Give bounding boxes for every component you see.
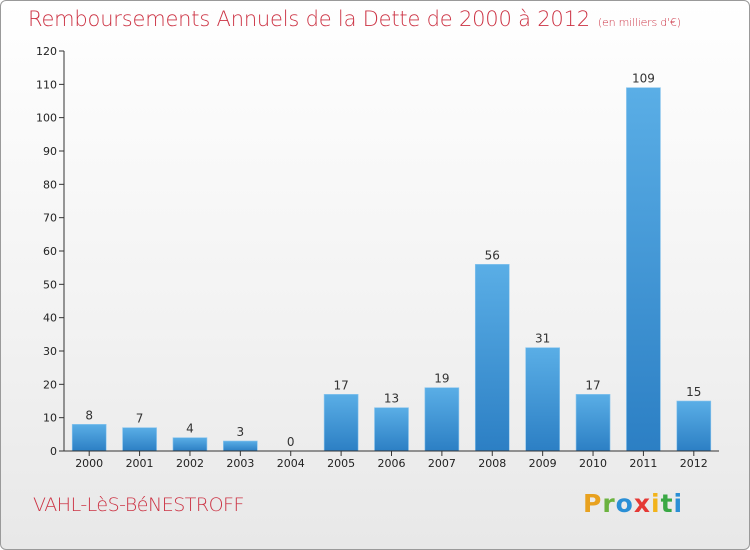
x-tick-label: 2009 [529,457,557,470]
chart-title: Remboursements Annuels de la Dette de 20… [28,7,681,31]
y-tick-label: 20 [43,378,57,391]
x-tick-label: 2011 [629,457,657,470]
value-label-2012: 15 [686,385,701,399]
bar-2006 [374,407,409,452]
value-label-2009: 31 [535,332,550,346]
value-label-2004: 0 [287,435,295,449]
logo-letter: t [660,489,674,518]
x-tick-label: 2008 [478,457,506,470]
x-tick-label: 2001 [126,457,154,470]
logo-letter: x [633,489,651,518]
value-label-2008: 56 [485,248,500,262]
bar-2005 [323,394,359,452]
bar-2008 [474,264,510,452]
value-label-2010: 17 [585,378,600,392]
proxiti-logo: Proxiti [583,489,683,518]
commune-name: VAHL-LèS-BéNESTROFF [33,494,244,516]
x-tick-label: 2012 [680,457,708,470]
y-axis: 0 10 20 30 40 50 60 70 80 90 100 110 120 [36,45,65,458]
y-tick-label: 50 [43,278,57,291]
chart-unit: (en milliers d'€) [597,16,681,29]
bar-2000 [71,424,107,452]
bar-2010 [575,394,611,452]
bar-2001 [122,427,157,452]
logo-letter: o [615,489,634,518]
chart-title-text: Remboursements Annuels de la Dette de 20… [28,7,590,31]
x-tick-label: 2007 [428,457,456,470]
logo-letter: P [583,489,603,518]
y-tick-label: 90 [43,145,57,158]
bar-2007 [424,387,460,452]
value-label-2001: 7 [136,412,144,426]
y-tick-label: 110 [36,78,57,91]
x-tick-label: 2010 [579,457,607,470]
logo-letter: i [651,489,661,518]
logo-letter: i [673,489,684,518]
bar-2011 [626,87,661,452]
y-tick-label: 0 [50,445,57,458]
x-tick-label: 2005 [327,457,355,470]
value-label-2007: 19 [434,372,449,386]
y-tick-label: 40 [43,312,57,325]
y-tick-label: 70 [43,212,57,225]
value-label-2002: 4 [186,422,194,436]
x-tick-label: 2004 [277,457,305,470]
y-tick-label: 10 [43,412,57,425]
y-tick-label: 100 [36,112,57,125]
value-label-2005: 17 [333,378,348,392]
bar-2009 [525,347,560,452]
y-tick-label: 60 [43,245,57,258]
value-label-2011: 109 [632,72,655,86]
logo-letter: r [602,489,616,518]
value-label-2000: 8 [85,408,93,422]
x-tick-label: 2000 [75,457,103,470]
y-tick-label: 80 [43,178,57,191]
bar-2012 [676,400,712,452]
y-tick-label: 120 [36,45,57,58]
x-axis: 2000 2001 2002 2003 2004 2005 2006 2007 2008 2009… [64,450,719,470]
bar-2002 [172,437,208,452]
bar-2003 [223,440,258,452]
x-tick-label: 2002 [176,457,204,470]
bars: 8 7 4 3 0 17 13 19 56 31 17 109 15 [71,72,712,452]
value-label-2006: 13 [384,392,399,406]
y-tick-label: 30 [43,345,57,358]
value-label-2003: 3 [237,425,245,439]
x-tick-label: 2003 [226,457,254,470]
x-tick-label: 2006 [378,457,406,470]
